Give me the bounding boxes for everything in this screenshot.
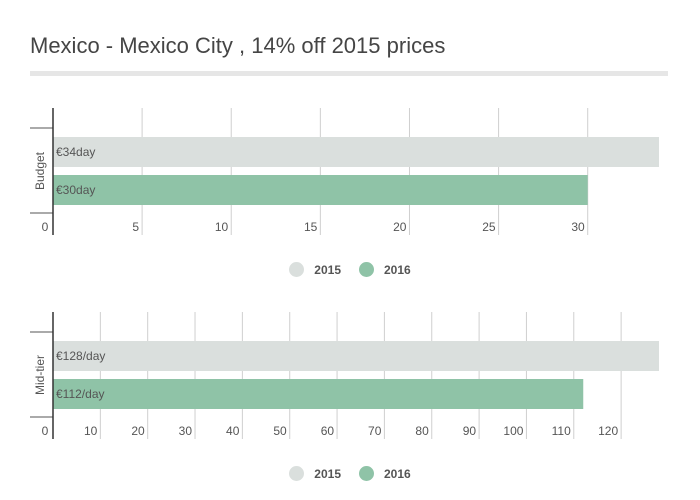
x-tick-label: 15	[304, 220, 318, 234]
x-tick-label: 20	[393, 220, 407, 234]
x-tick-label: 120	[598, 424, 618, 438]
legend-label-2015: 2015	[314, 466, 341, 481]
legend-label-2016: 2016	[384, 466, 411, 481]
bar-label-2015: €34day	[56, 145, 95, 159]
x-tick-label: 25	[482, 220, 496, 234]
category-label: Mid-tier	[33, 355, 47, 395]
category-label: Budget	[33, 151, 47, 190]
x-tick-label: 10	[84, 424, 98, 438]
x-tick-label: 30	[179, 424, 193, 438]
budget-legend: 2015 2016	[0, 262, 700, 277]
legend-item-2016[interactable]: 2016	[359, 262, 411, 277]
x-tick-label: 90	[463, 424, 477, 438]
legend-item-2015[interactable]: 2015	[289, 262, 341, 277]
bar-label-2016: €112/day	[56, 387, 105, 401]
bar-2015	[53, 341, 659, 371]
legend-label-2015: 2015	[314, 262, 341, 277]
x-tick-label: 20	[131, 424, 145, 438]
budget-chart: €34day €30day Budget 0 5 10 15 20 25 30	[30, 108, 659, 235]
legend-item-2015[interactable]: 2015	[289, 466, 341, 481]
x-tick-label: 100	[503, 424, 523, 438]
mid-tier-legend: 2015 2016	[0, 466, 700, 481]
x-tick-label: 50	[273, 424, 287, 438]
legend-label-2016: 2016	[384, 262, 411, 277]
x-tick-label: 110	[552, 424, 571, 438]
legend-swatch-2016	[359, 262, 374, 277]
title-divider	[30, 71, 668, 76]
x-tick-label: 80	[415, 424, 429, 438]
x-tick-label: 0	[42, 220, 49, 234]
x-tick-label: 70	[368, 424, 382, 438]
bar-2016	[53, 379, 584, 409]
bar-2016	[53, 175, 588, 205]
bar-label-2016: €30day	[56, 183, 95, 197]
x-tick-label: 40	[226, 424, 240, 438]
legend-swatch-2015	[289, 466, 305, 481]
legend-item-2016[interactable]: 2016	[359, 466, 411, 481]
page-title: Mexico - Mexico City , 14% off 2015 pric…	[30, 33, 446, 58]
x-tick-label: 60	[321, 424, 335, 438]
mid-tier-chart: €128/day €112/day Mid-tier 0 10 20 30 40 50 60 70 8…	[30, 312, 659, 439]
x-tick-label: 10	[215, 220, 229, 234]
x-tick-label: 30	[571, 220, 585, 234]
bar-label-2015: €128/day	[56, 349, 105, 363]
x-tick-label: 5	[132, 220, 139, 234]
legend-swatch-2016	[359, 466, 374, 481]
legend-swatch-2015	[289, 262, 305, 277]
bar-2015	[53, 137, 659, 167]
x-tick-label: 0	[42, 424, 49, 438]
